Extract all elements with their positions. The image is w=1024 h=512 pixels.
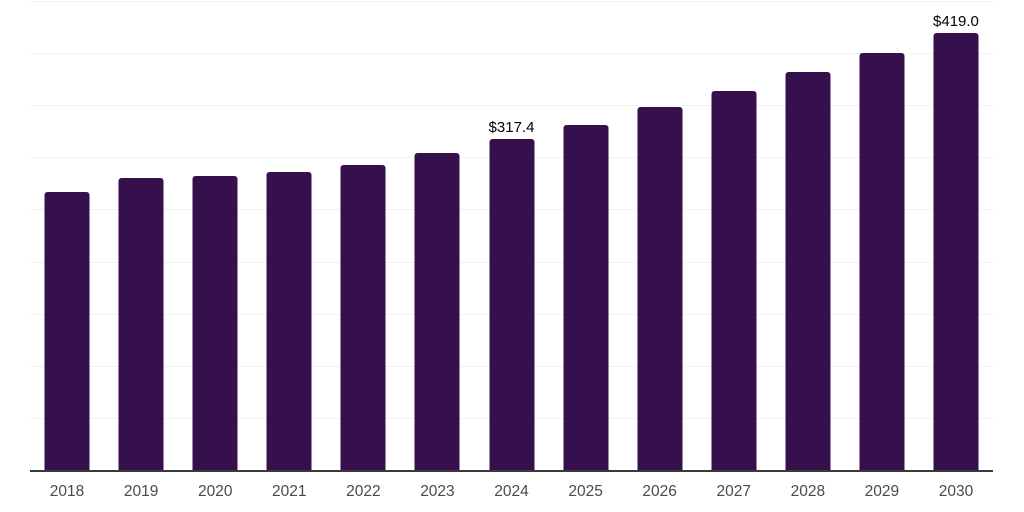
gridline-350 (30, 105, 993, 107)
x-tick-label-2024: 2024 (494, 483, 529, 500)
bar-2030[interactable] (933, 33, 979, 470)
bar-group-2021 (252, 1, 326, 470)
bars-layer: $317.4 $419.0 (30, 1, 993, 470)
bar-group-2025 (549, 1, 623, 470)
bar-2018[interactable] (44, 191, 90, 470)
x-tick-label-2030: 2030 (938, 483, 974, 500)
bar-group-2022 (326, 1, 400, 470)
x-tick-label-2019: 2019 (123, 483, 159, 500)
bar-group-2018 (30, 1, 104, 470)
bar-group-2028 (771, 1, 845, 470)
bar-2029[interactable] (859, 53, 905, 470)
x-tick-label-2023: 2023 (420, 483, 455, 500)
bar-value-label-2030: $419.0 (933, 13, 979, 31)
x-tick-label-2020: 2020 (197, 483, 233, 500)
bar-group-2024: $317.4 (474, 1, 548, 470)
bar-2019[interactable] (118, 178, 164, 470)
x-tick-label-2018: 2018 (49, 483, 85, 500)
bar-group-2026 (623, 1, 697, 470)
bar-group-2030: $419.0 (919, 1, 993, 470)
bar-2022[interactable] (340, 165, 386, 470)
bar-group-2019 (104, 1, 178, 470)
bar-2026[interactable] (637, 107, 683, 470)
bar-2025[interactable] (563, 124, 609, 470)
x-tick-label-2028: 2028 (790, 483, 826, 500)
bar-group-2023 (400, 1, 474, 470)
bar-group-2020 (178, 1, 252, 470)
bar-2020[interactable] (192, 175, 238, 470)
x-axis-tick-labels: 2018 2019 2020 2021 2022 2023 2024 2025 2026 2027… (30, 484, 993, 500)
x-tick-label-2022: 2022 (346, 483, 381, 500)
bar-2028[interactable] (785, 72, 831, 470)
bar-2023[interactable] (414, 152, 460, 470)
bar-2024[interactable] (489, 139, 534, 470)
bar-value-label-2024: $317.4 (488, 119, 535, 137)
gridline-450 (30, 1, 993, 2)
bar-group-2029 (845, 1, 919, 470)
x-tick-label-2025: 2025 (568, 483, 603, 500)
x-tick-label-2021: 2021 (272, 483, 307, 500)
x-tick-label-2029: 2029 (864, 483, 900, 500)
x-tick-label-2027: 2027 (716, 483, 751, 500)
plot-area: $317.4 $419.0 (30, 1, 993, 472)
bar-2027[interactable] (711, 90, 757, 470)
gridline-400 (30, 53, 993, 55)
bar-group-2027 (697, 1, 771, 470)
bar-2021[interactable] (266, 171, 312, 470)
x-axis-line (30, 470, 993, 472)
x-tick-label-2026: 2026 (642, 483, 677, 500)
